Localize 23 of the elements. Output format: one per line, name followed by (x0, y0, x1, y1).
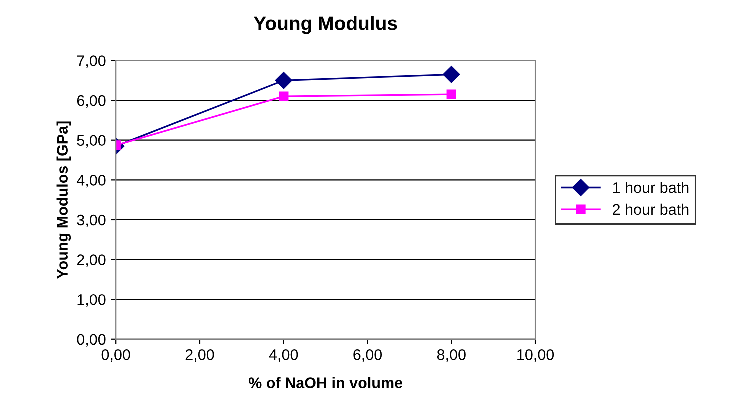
y-tick-label: 0,00 (77, 334, 106, 347)
point (279, 92, 289, 102)
legend-label: 2 hour bath (613, 204, 689, 216)
legend-label: 1 hour bath (613, 182, 689, 194)
y-tick-label: 4,00 (76, 175, 106, 188)
y-tick-label: 2,00 (77, 254, 106, 268)
point (275, 72, 292, 90)
x-tick-label: 8,00 (437, 350, 466, 362)
x-tick-label: 2,00 (186, 350, 214, 362)
x-tick-label: 0,00 (102, 350, 130, 362)
y-tick-label: 3,00 (77, 214, 106, 228)
point (446, 90, 457, 100)
x-tick-label: 6,00 (354, 350, 382, 362)
y-tick-label: 1,00 (78, 294, 106, 308)
x-tick-label: 4,00 (269, 350, 298, 362)
y-tick-label: 5,00 (77, 135, 106, 148)
y-tick-label: 7,00 (77, 56, 106, 68)
y-tick-label: 6,00 (77, 95, 106, 108)
chart-title: Young Modulus (254, 16, 398, 34)
x-tick-label: 10,00 (518, 350, 554, 362)
x-axis-title: % of NaOH in volume (248, 377, 403, 388)
y-axis-title: Young Modulos [GPa] (56, 122, 72, 280)
point (443, 66, 460, 84)
